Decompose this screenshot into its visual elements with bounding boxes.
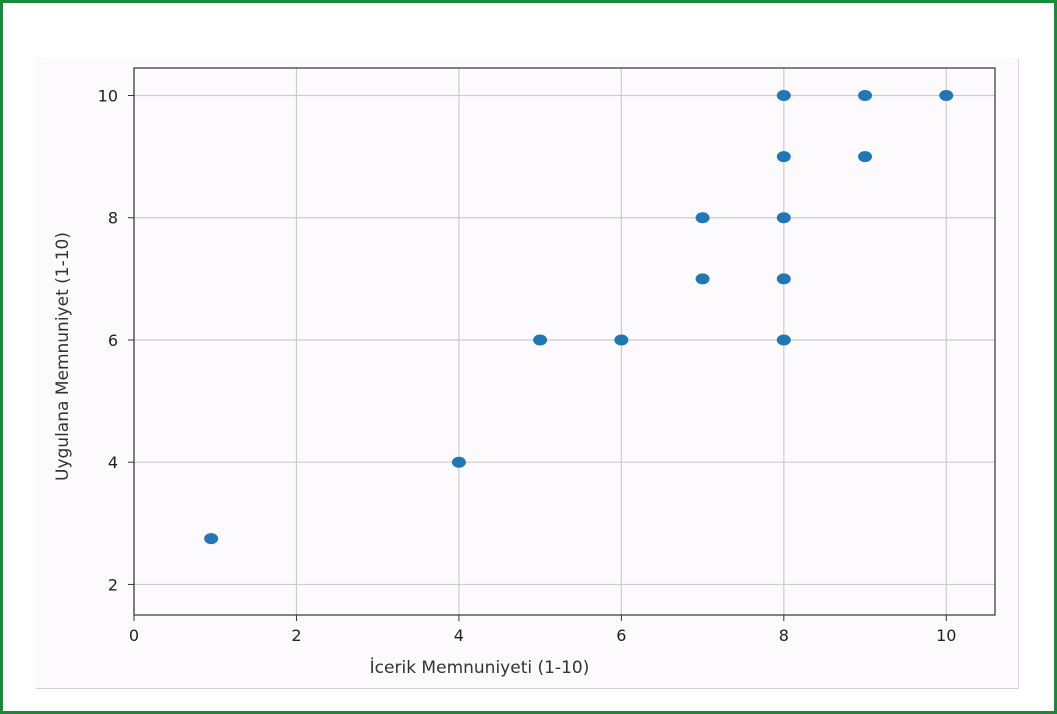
y-tick-label: 4 [108,453,118,472]
data-point [614,334,629,346]
data-point [204,533,219,545]
data-point [776,212,791,224]
x-tick-label: 10 [936,626,956,645]
chart-panel [36,58,1019,689]
data-points [204,90,954,545]
x-tick-label: 6 [616,626,626,645]
grid-lines [133,68,995,615]
x-tick-label: 0 [129,626,139,645]
x-axis-label: İcerik Memnuniyeti (1-10) [370,657,590,678]
y-tick-label: 10 [98,87,118,106]
data-point [533,334,548,346]
y-axis-label: Uygulana Memnuniyet (1-10) [53,232,73,481]
data-point [695,273,710,285]
y-tick-label: 6 [108,331,118,350]
y-tick-label: 8 [108,209,118,228]
data-point [776,334,791,346]
data-point [776,273,791,285]
x-tick-label: 4 [454,626,464,645]
data-point [451,456,466,468]
x-tick-label: 2 [291,626,301,645]
data-point [776,151,791,163]
data-point [695,212,710,224]
y-tick-label: 2 [108,575,118,594]
data-point [858,151,873,163]
data-point [858,90,873,102]
x-tick-label: 8 [779,626,789,645]
axis-ticks: 0 2 4 6 8 10 2 4 6 8 10 [98,87,957,645]
data-point [776,90,791,102]
plot-area-border [133,67,996,616]
data-point [939,90,954,102]
